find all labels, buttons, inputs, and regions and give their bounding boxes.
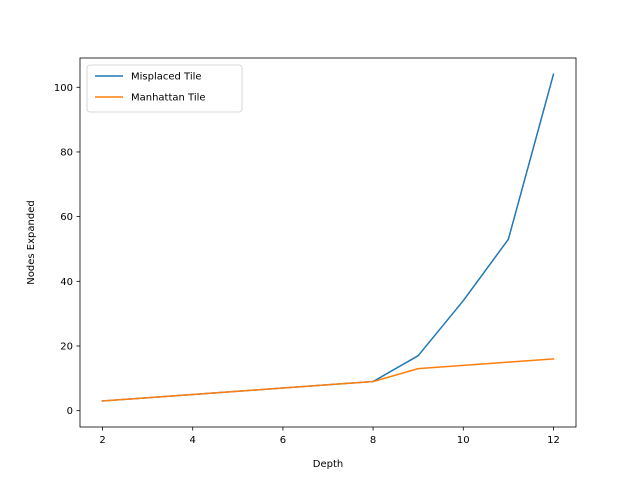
x-tick-label-1: 4: [190, 435, 196, 446]
axes-layer: 2 4 6 8 10 12 0 20 40 60 80 100: [54, 57, 577, 446]
y-tick-label-0: 0: [67, 406, 73, 417]
y-tick-label-3: 60: [60, 212, 73, 223]
y-tick-label-1: 20: [60, 341, 73, 352]
legend-label-0: Misplaced Tile: [131, 72, 202, 83]
x-axis-label: Depth: [313, 459, 343, 470]
y-tick-label-2: 40: [60, 277, 73, 288]
x-tick-label-0: 2: [99, 435, 105, 446]
y-tick-label-5: 100: [54, 83, 73, 94]
legend-box: [86, 64, 243, 113]
x-tick-label-4: 10: [457, 435, 470, 446]
series-line-1: [101, 358, 555, 402]
x-tick-label-2: 6: [280, 435, 286, 446]
legend: Misplaced Tile Manhattan Tile: [86, 64, 243, 113]
plot-background: [80, 58, 576, 427]
y-axis-label: Nodes Expanded: [26, 200, 37, 284]
series-layer: [101, 73, 555, 402]
y-tick-label-4: 80: [60, 147, 73, 158]
plot-frame: [79, 57, 577, 428]
x-tick-label-5: 12: [547, 435, 560, 446]
legend-label-1: Manhattan Tile: [131, 93, 206, 104]
x-tick-label-3: 8: [370, 435, 376, 446]
